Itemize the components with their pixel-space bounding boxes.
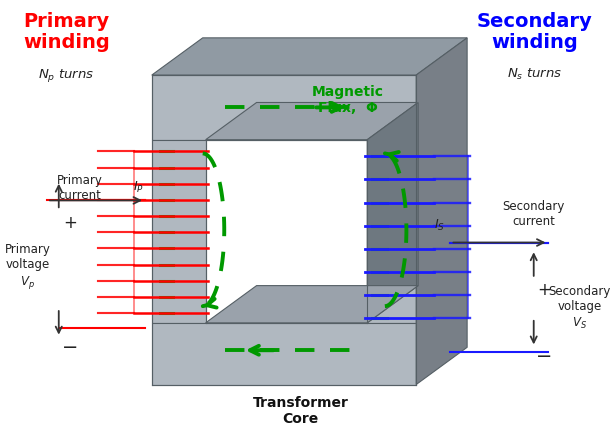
Polygon shape bbox=[152, 38, 467, 75]
Text: $I_S$: $I_S$ bbox=[433, 218, 445, 233]
Text: Primary
voltage
$V_p$: Primary voltage $V_p$ bbox=[4, 243, 50, 290]
Polygon shape bbox=[152, 323, 416, 385]
Text: $I_P$: $I_P$ bbox=[133, 180, 144, 194]
Polygon shape bbox=[416, 38, 467, 385]
Text: −: − bbox=[63, 337, 79, 356]
Polygon shape bbox=[367, 139, 416, 323]
Text: +: + bbox=[537, 281, 551, 299]
Text: Primary
current: Primary current bbox=[57, 174, 103, 202]
Text: −: − bbox=[536, 347, 553, 367]
Text: Secondary
voltage
$V_S$: Secondary voltage $V_S$ bbox=[548, 286, 611, 331]
Polygon shape bbox=[152, 75, 416, 139]
Text: Secondary
winding: Secondary winding bbox=[477, 12, 593, 52]
Text: Primary
winding: Primary winding bbox=[23, 12, 110, 52]
Text: $N_s$ turns: $N_s$ turns bbox=[507, 67, 562, 82]
Text: +: + bbox=[64, 214, 77, 232]
Text: $N_p$ turns: $N_p$ turns bbox=[39, 67, 95, 84]
Text: Secondary
current: Secondary current bbox=[502, 200, 565, 228]
Text: Magnetic
Flux,  Φ: Magnetic Flux, Φ bbox=[312, 85, 384, 115]
Polygon shape bbox=[206, 103, 418, 139]
Polygon shape bbox=[367, 103, 418, 323]
Text: Transformer
Core: Transformer Core bbox=[253, 396, 349, 426]
Polygon shape bbox=[152, 139, 206, 323]
Polygon shape bbox=[206, 286, 418, 323]
